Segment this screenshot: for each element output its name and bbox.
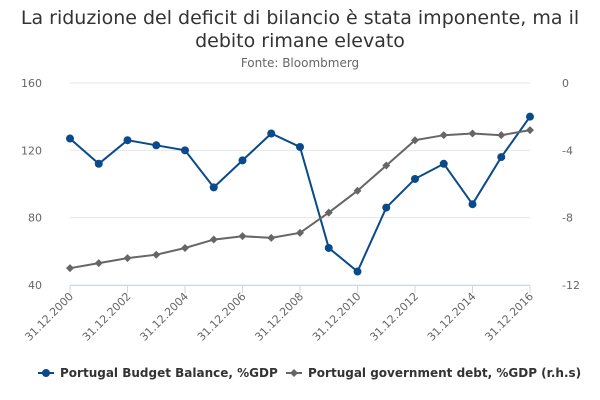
x-axis-tick-label: 31.12.2012 <box>367 290 421 344</box>
left-axis-tick-label: 160 <box>21 77 42 90</box>
data-point <box>209 183 218 192</box>
data-point <box>94 159 103 168</box>
data-point <box>238 156 247 165</box>
grid <box>70 82 530 286</box>
x-axis-tick-label: 31.12.2002 <box>80 290 134 344</box>
chart-title-line-1: La riduzione del deficit di bilancio è s… <box>21 7 579 29</box>
left-axis-tick-label: 40 <box>28 279 42 292</box>
x-axis-tick-label: 31.12.2006 <box>195 290 249 344</box>
x-axis-tick-label: 31.12.2008 <box>252 290 306 344</box>
x-axis-tick-label: 31.12.2016 <box>482 290 536 344</box>
series <box>66 112 534 276</box>
data-point <box>382 161 391 170</box>
series-1 <box>66 112 534 276</box>
data-point <box>94 259 103 268</box>
right-axis-tick-label: -8 <box>562 212 573 225</box>
data-point <box>468 200 477 209</box>
data-point <box>468 129 477 138</box>
data-point <box>267 233 276 242</box>
data-point <box>353 186 362 195</box>
legend-marker <box>290 369 298 377</box>
data-point <box>181 243 189 252</box>
data-point <box>181 146 189 155</box>
data-point <box>497 131 506 140</box>
left-axis-tick-label: 120 <box>21 144 42 157</box>
data-point <box>439 131 448 140</box>
right-axis-tick-label: 0 <box>562 77 569 90</box>
data-point <box>238 232 247 241</box>
right-axis-tick-label: -12 <box>562 279 580 292</box>
chart-subtitle: Fonte: Bloombmerg <box>241 56 359 70</box>
data-point <box>123 254 132 263</box>
legend-marker <box>42 369 50 377</box>
x-axis-tick-label: 31.12.2010 <box>310 290 364 344</box>
data-point <box>411 136 419 145</box>
x-axis-tick-label: 31.12.2014 <box>425 290 479 344</box>
data-point <box>152 141 161 150</box>
legend-label: Portugal government debt, %GDP (r.h.s) <box>308 366 581 380</box>
data-point <box>267 129 276 138</box>
x-axis-tick-label: 31.12.2000 <box>22 290 76 344</box>
data-point <box>296 142 304 151</box>
series-line <box>69 116 531 274</box>
legend-item[interactable]: Portugal government debt, %GDP (r.h.s) <box>286 366 581 380</box>
data-point <box>123 136 132 145</box>
data-point <box>497 153 506 162</box>
x-axis-tick-label: 31.12.2004 <box>137 290 191 344</box>
data-point <box>526 126 534 135</box>
data-point <box>439 159 448 168</box>
data-point <box>296 228 304 237</box>
data-point <box>382 203 391 212</box>
data-point <box>209 235 218 244</box>
data-point <box>324 208 333 217</box>
series-2 <box>66 126 534 273</box>
right-axis-tick-label: -4 <box>562 144 573 157</box>
data-point <box>66 134 74 143</box>
legend-label: Portugal Budget Balance, %GDP <box>60 366 278 380</box>
data-point <box>66 264 74 273</box>
legend-item[interactable]: Portugal Budget Balance, %GDP <box>38 366 278 380</box>
data-point <box>324 243 333 252</box>
left-axis-tick-label: 80 <box>28 212 42 225</box>
chart-title-line-2: debito rimane elevato <box>195 30 405 52</box>
data-point <box>353 267 362 276</box>
data-point <box>526 112 534 121</box>
data-point <box>411 174 419 183</box>
legend: Portugal Budget Balance, %GDP Portugal go… <box>38 366 581 380</box>
data-point <box>152 250 161 259</box>
